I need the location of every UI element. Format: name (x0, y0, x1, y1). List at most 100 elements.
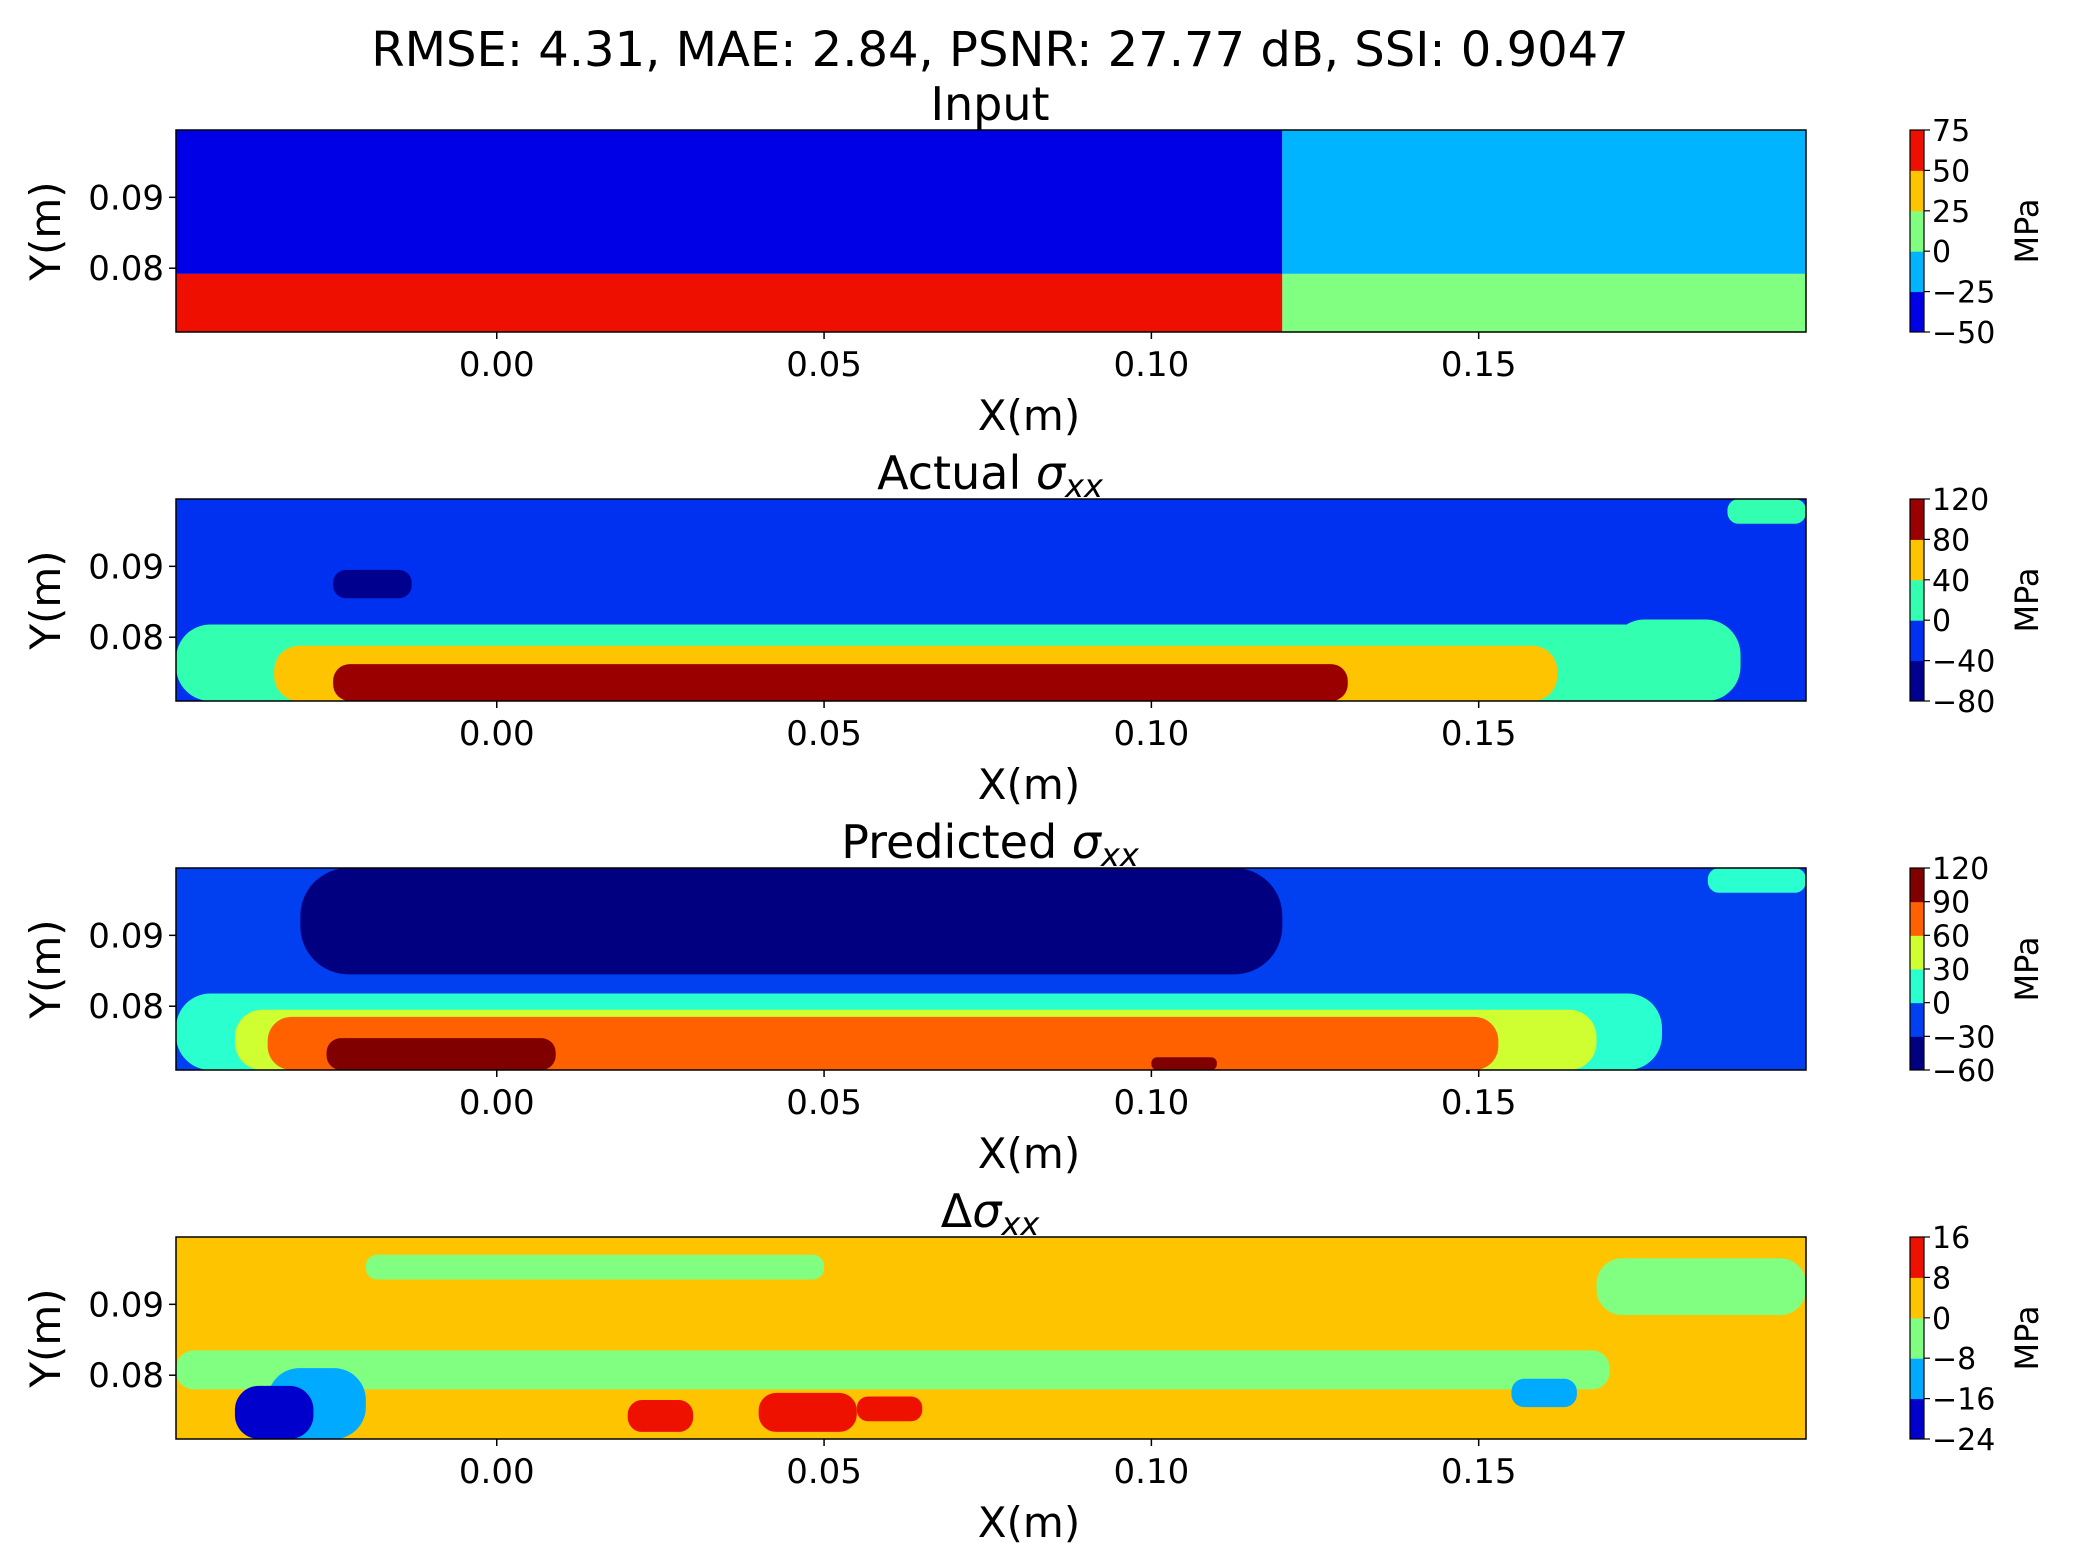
y-tick-label: 0.08 (88, 249, 164, 289)
x-tick-label: 0.15 (1441, 1083, 1517, 1123)
heatmap-region (856, 1396, 923, 1422)
colorbar-tick-label: −50 (1932, 316, 1995, 351)
colorbar-frame (1909, 498, 1925, 702)
colorbar-tick-label: −16 (1932, 1383, 1995, 1418)
colorbar: −24 −16 −8 0 8 16 MPa (1909, 1221, 2046, 1458)
panel-0: 0.00 0.05 0.10 0.15 0.08 0.09 X(m) Y(m) Input −50… (21, 77, 2046, 440)
heatmap-region (1727, 499, 1806, 524)
heatmap-region (176, 130, 1283, 274)
y-tick-label: 0.09 (88, 1285, 164, 1325)
heatmap-region (300, 868, 1283, 975)
colorbar-segment (1910, 1358, 1924, 1400)
x-tick-label: 0.00 (459, 1083, 535, 1123)
axes-frame (175, 867, 1807, 1071)
colorbar-tick-label: 0 (1932, 987, 1951, 1022)
heatmap-region (1596, 1258, 1806, 1315)
x-tick-label: 0.05 (786, 1452, 862, 1492)
x-tick-label: 0.10 (1114, 1452, 1190, 1492)
axes-frame (175, 129, 1807, 333)
x-tick-label: 0.15 (1441, 1452, 1517, 1492)
heatmap-region (758, 1392, 857, 1432)
colorbar-tick-label: 40 (1932, 564, 1970, 599)
heatmap-area (176, 499, 1806, 701)
colorbar-segment (1910, 660, 1924, 702)
colorbar-segment (1910, 1277, 1924, 1319)
colorbar-tick-label: 8 (1932, 1261, 1951, 1296)
colorbar-segment (1910, 935, 1924, 970)
colorbar-label: MPa (2008, 198, 2046, 263)
heatmap-region (1707, 868, 1806, 893)
heatmap-region (1511, 1378, 1577, 1408)
heatmap-area (176, 1237, 1806, 1439)
x-tick-label: 0.15 (1441, 345, 1517, 385)
panel-title: Actual σxx (877, 446, 1104, 505)
panel-1: 0.00 0.05 0.10 0.15 0.08 0.09 X(m) Y(m) Actual σ… (21, 446, 2046, 809)
colorbar-tick-label: 30 (1932, 953, 1970, 988)
colorbar-tick-label: 90 (1932, 886, 1970, 921)
colorbar-segment (1910, 868, 1924, 903)
heatmap-region (333, 664, 1348, 701)
heatmap-region (1282, 130, 1806, 274)
axes-frame (175, 498, 1807, 702)
x-axis-label: X(m) (978, 1498, 1080, 1547)
x-tick-label: 0.10 (1114, 1083, 1190, 1123)
colorbar-segment (1910, 210, 1924, 252)
x-axis-label: X(m) (978, 1129, 1080, 1178)
heatmap-region (1282, 273, 1806, 332)
x-tick-label: 0.05 (786, 1083, 862, 1123)
colorbar-tick-label: 0 (1932, 1302, 1951, 1337)
colorbar-segment (1910, 969, 1924, 1004)
colorbar-segment (1910, 251, 1924, 293)
colorbar-tick-label: −60 (1932, 1054, 1995, 1089)
colorbar-tick-label: −30 (1932, 1020, 1995, 1055)
x-tick-label: 0.15 (1441, 714, 1517, 754)
colorbar-segment (1910, 539, 1924, 581)
colorbar-tick-label: 16 (1932, 1221, 1970, 1256)
colorbar-tick-label: 120 (1932, 483, 1989, 518)
colorbar-tick-label: −8 (1932, 1342, 1976, 1377)
colorbar-tick-label: 75 (1932, 114, 1970, 149)
y-tick-label: 0.08 (88, 618, 164, 658)
y-tick-label: 0.08 (88, 1356, 164, 1396)
heatmap-area (176, 868, 1806, 1070)
colorbar-segment (1910, 579, 1924, 621)
colorbar-segment (1910, 1398, 1924, 1440)
colorbar-tick-label: −25 (1932, 276, 1995, 311)
colorbar-tick-label: 50 (1932, 154, 1970, 189)
colorbar-tick-label: −24 (1932, 1423, 1995, 1458)
panel-title: Input (930, 77, 1049, 131)
x-tick-label: 0.00 (459, 1452, 535, 1492)
figure-suptitle: RMSE: 4.31, MAE: 2.84, PSNR: 27.77 dB, S… (371, 22, 1628, 78)
axes-frame (175, 1236, 1807, 1440)
x-tick-label: 0.00 (459, 714, 535, 754)
colorbar-tick-label: −80 (1932, 685, 1995, 720)
x-tick-label: 0.05 (786, 345, 862, 385)
colorbar-tick-label: 60 (1932, 919, 1970, 954)
colorbar-label: MPa (2008, 567, 2046, 632)
colorbar-frame (1909, 129, 1925, 333)
colorbar-label: MPa (2008, 1305, 2046, 1370)
colorbar-segment (1910, 1317, 1924, 1359)
x-axis-label: X(m) (978, 760, 1080, 809)
colorbar-segment (1910, 620, 1924, 662)
panel-title: Δσxx (941, 1184, 1041, 1243)
x-tick-label: 0.10 (1114, 345, 1190, 385)
colorbar-segment (1910, 1237, 1924, 1278)
colorbar-tick-label: −40 (1932, 645, 1995, 680)
panel-title: Predicted σxx (841, 815, 1140, 874)
colorbar-segment (1910, 170, 1924, 212)
heatmap-region (1151, 1057, 1217, 1070)
colorbar-segment (1910, 499, 1924, 540)
y-tick-label: 0.09 (88, 547, 164, 587)
heatmap-region (176, 1350, 1610, 1390)
y-tick-label: 0.08 (88, 987, 164, 1027)
panel-2: 0.00 0.05 0.10 0.15 0.08 0.09 X(m) Y(m) Predicte… (21, 815, 2046, 1178)
colorbar-frame (1909, 1236, 1925, 1440)
heatmap-region (1609, 619, 1741, 698)
colorbar-tick-label: 80 (1932, 523, 1970, 558)
colorbar: −50 −25 0 25 50 75 MPa (1909, 114, 2046, 351)
heatmap-region (333, 569, 412, 599)
colorbar-segment (1910, 901, 1924, 936)
heatmap-area (176, 130, 1806, 332)
